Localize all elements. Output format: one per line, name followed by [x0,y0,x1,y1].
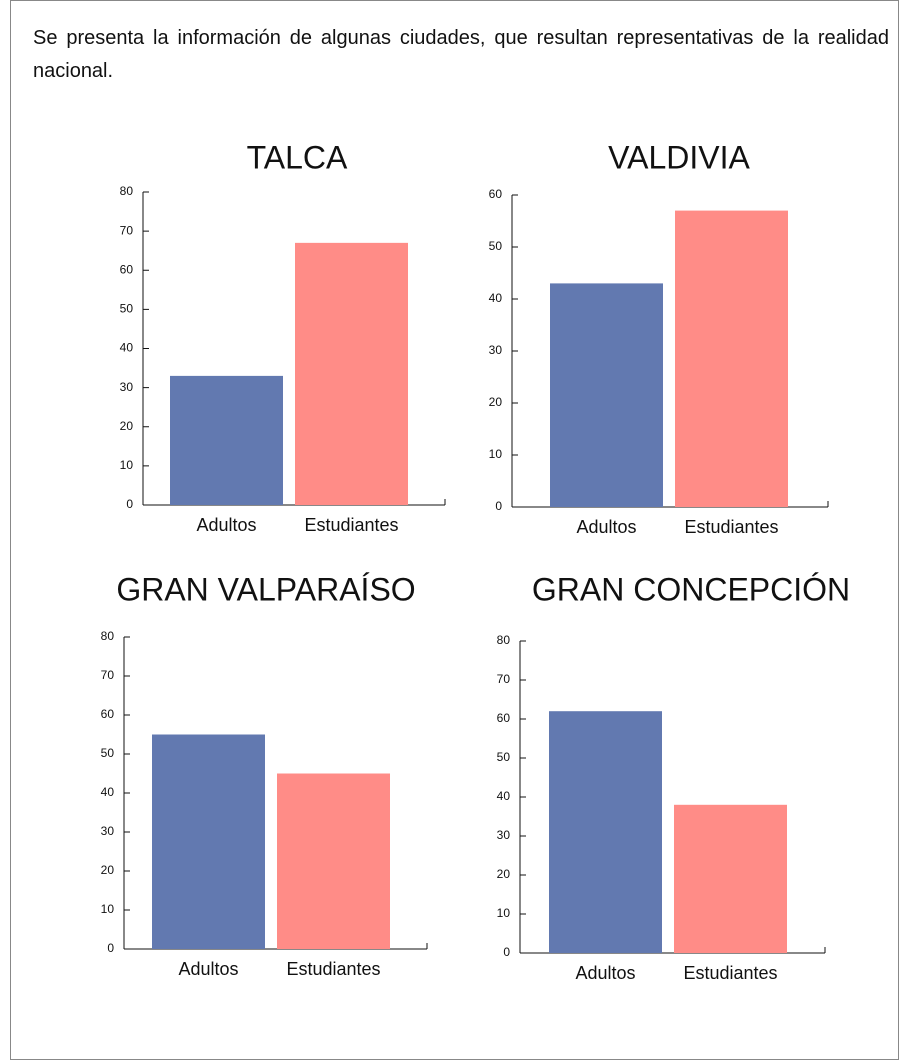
x-tick-label: Adultos [178,959,238,979]
y-tick-label: 40 [489,291,503,305]
y-tick-label: 60 [120,262,134,276]
y-tick-label: 40 [101,785,115,799]
y-tick-label: 60 [101,707,115,721]
y-tick-label: 80 [120,184,134,198]
chart-title: VALDIVIA [608,139,750,175]
intro-text: Se presenta la información de algunas ci… [33,27,889,82]
y-tick-label: 10 [120,458,134,472]
x-tick-label: Estudiantes [286,959,380,979]
bar [675,210,788,507]
y-tick-label: 40 [497,789,511,803]
y-tick-label: 30 [497,828,511,842]
y-tick-label: 0 [503,945,510,959]
y-tick-label: 30 [101,824,115,838]
chart-title: GRAN VALPARAÍSO [116,571,415,607]
y-tick-label: 40 [120,341,134,355]
bar [674,804,787,953]
x-tick-label: Adultos [196,515,256,535]
y-tick-label: 10 [101,902,115,916]
y-tick-label: 50 [101,746,115,760]
y-tick-label: 0 [126,497,133,511]
chart-title: TALCA [247,139,348,175]
x-tick-label: Estudiantes [304,515,398,535]
y-tick-label: 20 [120,419,134,433]
y-tick-label: 70 [497,672,511,686]
bar [549,711,662,953]
y-tick-label: 30 [489,343,503,357]
y-tick-label: 50 [497,750,511,764]
y-tick-label: 80 [101,629,115,643]
y-tick-label: 50 [120,302,134,316]
chart-title: GRAN CONCEPCIÓN [532,571,850,607]
y-tick-label: 20 [101,863,115,877]
bar [277,773,390,949]
bar [152,734,265,949]
y-tick-label: 10 [489,447,503,461]
y-tick-label: 60 [489,187,503,201]
y-tick-label: 60 [497,711,511,725]
y-tick-label: 70 [101,668,115,682]
y-tick-label: 0 [495,499,502,513]
y-tick-label: 20 [497,867,511,881]
x-tick-label: Adultos [575,963,635,983]
bar [295,242,408,506]
y-tick-label: 50 [489,239,503,253]
y-tick-label: 70 [120,223,134,237]
x-tick-label: Adultos [576,517,636,537]
bar [170,375,283,505]
y-tick-label: 0 [107,941,114,955]
bar [550,283,663,507]
y-tick-label: 10 [497,906,511,920]
y-tick-label: 80 [497,633,511,647]
y-tick-label: 30 [120,380,134,394]
x-tick-label: Estudiantes [684,517,778,537]
y-tick-label: 20 [489,395,503,409]
x-tick-label: Estudiantes [683,963,777,983]
